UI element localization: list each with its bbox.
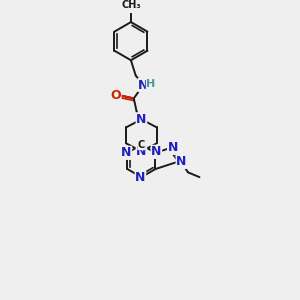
Text: N: N — [135, 171, 146, 184]
Text: O: O — [110, 89, 121, 102]
Text: N: N — [136, 145, 147, 158]
Text: C: C — [138, 140, 145, 150]
Text: N: N — [151, 146, 162, 158]
Text: N: N — [121, 146, 132, 159]
Text: N: N — [168, 141, 178, 154]
Text: N: N — [136, 113, 147, 126]
Text: N: N — [176, 155, 187, 168]
Text: H: H — [146, 79, 156, 89]
Text: N: N — [138, 79, 148, 92]
Text: CH₃: CH₃ — [121, 0, 141, 10]
